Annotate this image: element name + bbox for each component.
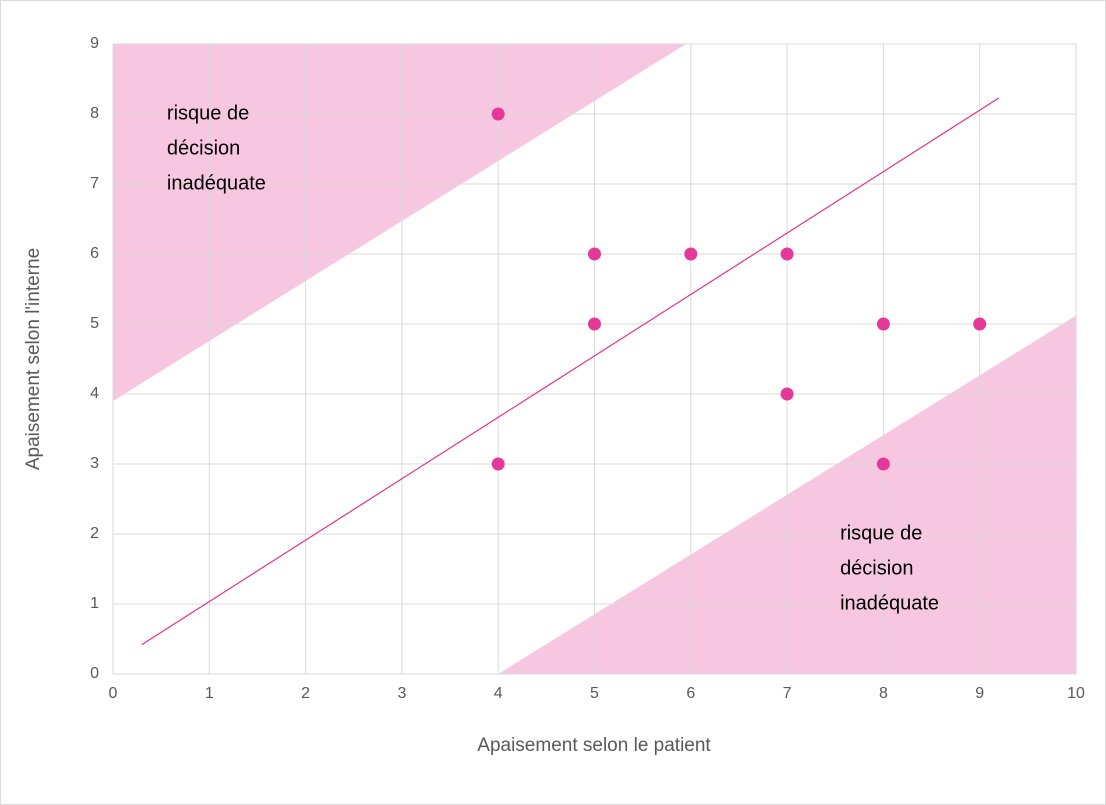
y-tick-label: 4: [90, 385, 99, 402]
y-tick-label: 2: [90, 525, 99, 542]
annotation: risque de: [840, 522, 922, 544]
point: [876, 457, 890, 471]
point: [780, 387, 794, 401]
risk-region: [113, 44, 686, 401]
x-axis-title: Apaisement selon le patient: [477, 735, 711, 756]
x-tick-label: 8: [879, 685, 888, 702]
x-tick-label: 9: [975, 685, 984, 702]
x-tick-label: 1: [205, 685, 214, 702]
point: [684, 247, 698, 261]
annotation: risque de: [167, 102, 249, 124]
annotation: inadéquate: [167, 172, 266, 194]
y-tick-label: 8: [90, 105, 99, 122]
trendline: [141, 97, 1000, 646]
y-tick-label: 0: [90, 665, 99, 682]
x-tick-label: 6: [686, 685, 695, 702]
x-tick-label: 10: [1067, 685, 1085, 702]
point: [780, 247, 794, 261]
point: [973, 317, 987, 331]
x-tick-label: 0: [109, 685, 118, 702]
point: [876, 317, 890, 331]
point: [491, 107, 505, 121]
y-tick-label: 1: [90, 595, 99, 612]
x-tick-label: 4: [494, 685, 503, 702]
y-axis-title: Apaisement selon l'interne: [23, 248, 44, 470]
y-tick-label: 7: [90, 175, 99, 192]
x-tick-label: 2: [301, 685, 310, 702]
x-tick-label: 5: [590, 685, 599, 702]
point: [588, 247, 601, 261]
point: [588, 317, 601, 331]
point: [491, 457, 505, 471]
annotation: décision: [840, 557, 913, 579]
risk-region: [498, 315, 1076, 674]
y-tick-label: 5: [90, 315, 99, 332]
y-tick-label: 6: [90, 245, 99, 262]
annotation: décision: [167, 137, 240, 159]
x-tick-label: 7: [783, 685, 792, 702]
annotation: inadéquate: [840, 592, 939, 614]
x-tick-label: 3: [397, 685, 406, 702]
y-tick-label: 9: [90, 35, 99, 52]
y-tick-label: 3: [90, 455, 99, 472]
